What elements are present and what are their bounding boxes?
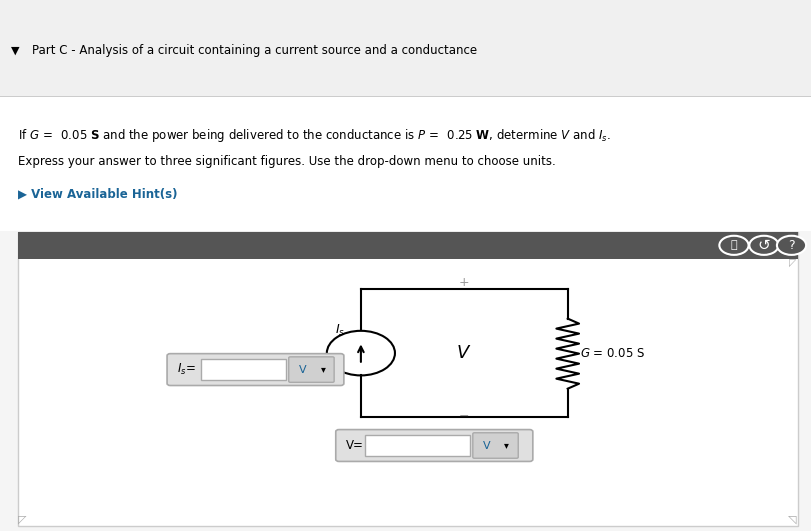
FancyBboxPatch shape: [336, 430, 533, 461]
Text: $I_s$=: $I_s$=: [177, 362, 195, 377]
FancyBboxPatch shape: [18, 232, 798, 259]
Text: $G$ = 0.05 S: $G$ = 0.05 S: [580, 347, 645, 360]
Text: V: V: [483, 441, 491, 450]
FancyBboxPatch shape: [18, 232, 798, 526]
Text: Express your answer to three significant figures. Use the drop-down menu to choo: Express your answer to three significant…: [18, 156, 556, 168]
FancyBboxPatch shape: [0, 0, 811, 96]
Text: ◸: ◸: [789, 258, 797, 268]
Circle shape: [749, 236, 779, 255]
FancyBboxPatch shape: [473, 433, 518, 458]
Text: $V$: $V$: [457, 344, 471, 362]
Text: $I_s$: $I_s$: [335, 323, 345, 338]
FancyBboxPatch shape: [201, 359, 286, 380]
FancyBboxPatch shape: [365, 435, 470, 456]
Circle shape: [719, 236, 749, 255]
Text: ▼: ▼: [11, 46, 19, 55]
FancyBboxPatch shape: [0, 96, 811, 231]
FancyBboxPatch shape: [0, 96, 811, 97]
Text: ◸: ◸: [18, 515, 26, 524]
Text: If $G\, =\,$ 0.05 $\mathbf{S}$ and the power being delivered to the conductance : If $G\, =\,$ 0.05 $\mathbf{S}$ and the p…: [18, 127, 611, 144]
Text: −: −: [459, 410, 469, 423]
Text: ▶ View Available Hint(s): ▶ View Available Hint(s): [18, 187, 178, 200]
Text: V=: V=: [345, 439, 363, 452]
Text: +: +: [458, 276, 470, 289]
Text: ▾: ▾: [321, 365, 326, 374]
Circle shape: [777, 236, 806, 255]
Text: V: V: [298, 365, 307, 374]
Text: Part C - Analysis of a circuit containing a current source and a conductance: Part C - Analysis of a circuit containin…: [32, 44, 478, 57]
Text: ◹: ◹: [788, 515, 796, 524]
Text: ?: ?: [788, 239, 795, 252]
Text: ↺: ↺: [757, 238, 770, 253]
Text: ▾: ▾: [504, 441, 509, 450]
FancyBboxPatch shape: [289, 357, 334, 382]
Text: 💡: 💡: [731, 241, 737, 250]
Circle shape: [327, 331, 395, 375]
FancyBboxPatch shape: [167, 354, 344, 386]
